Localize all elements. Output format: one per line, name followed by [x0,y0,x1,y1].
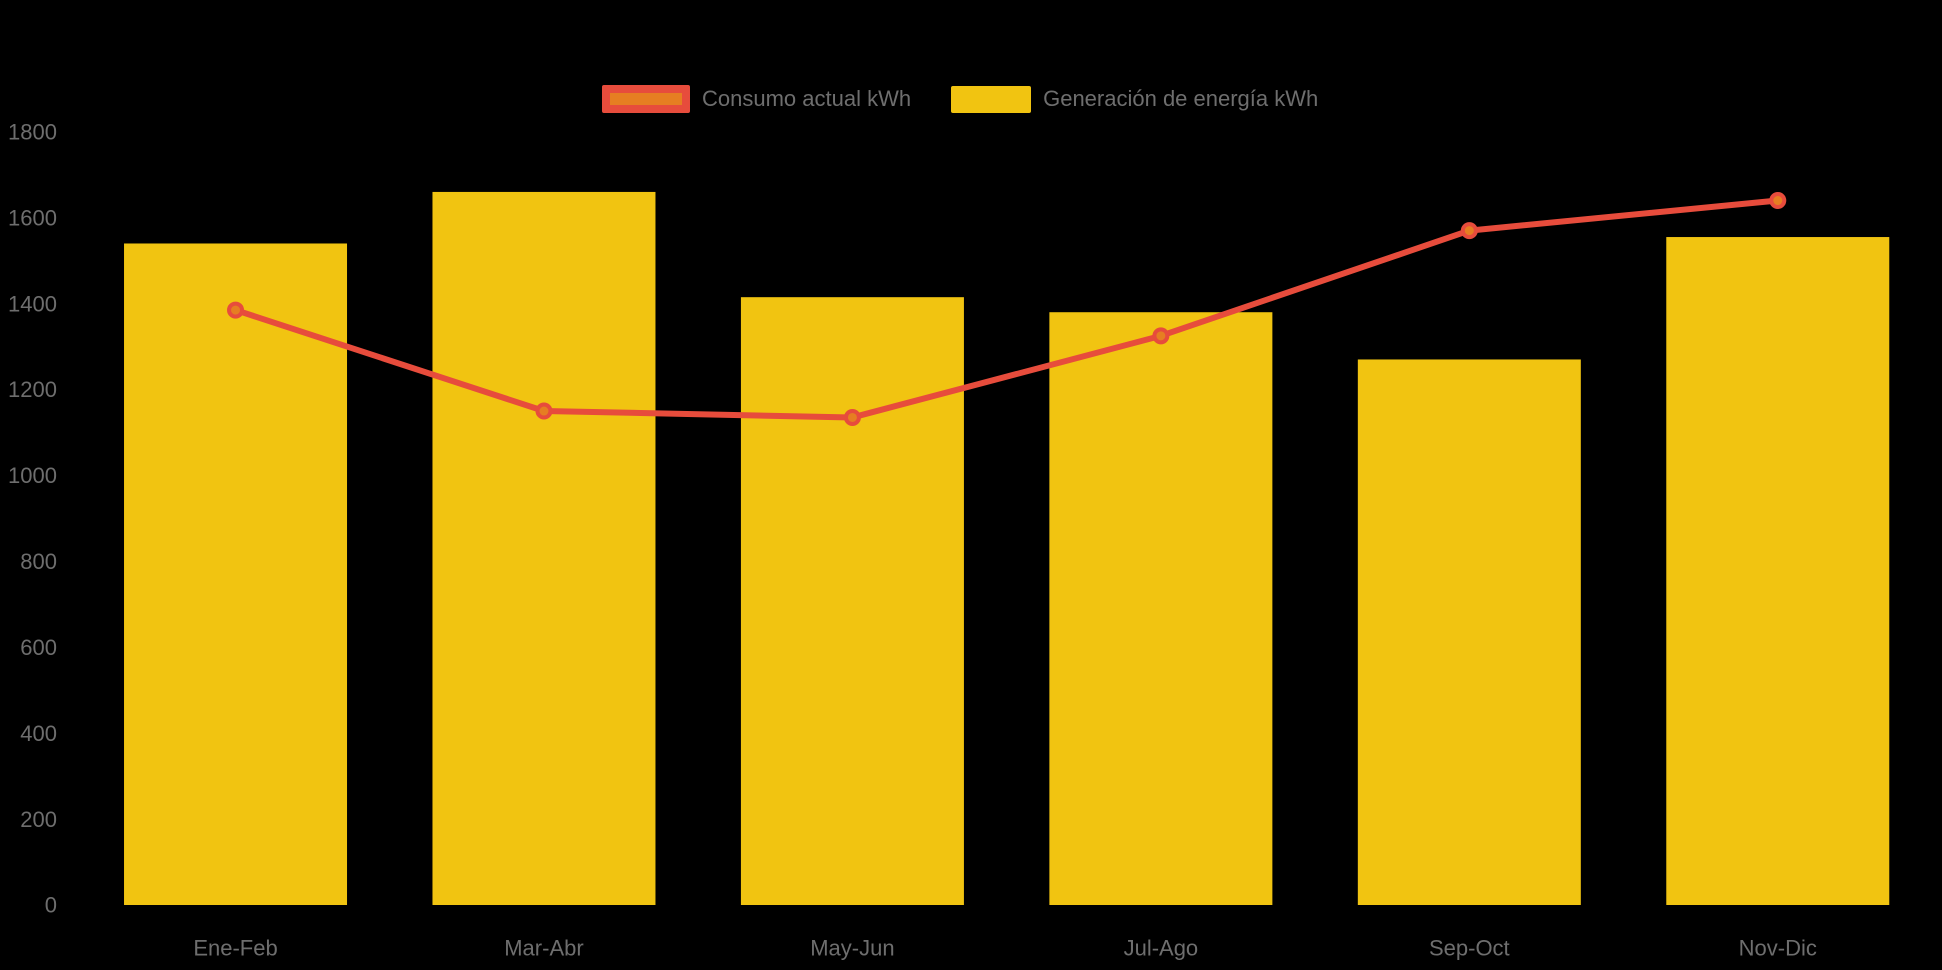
y-axis-tick-label: 1800 [8,120,57,145]
generacion-legend-swatch-icon [951,85,1032,113]
generacion-legend-label: Generación de energía kWh [1043,86,1319,111]
x-axis-label-May-Jun: May-Jun [810,936,894,961]
bar-Nov-Dic[interactable] [1666,237,1890,905]
consumo-legend-label: Consumo actual kWh [702,86,912,111]
consumo-point-Nov-Dic[interactable] [1769,192,1787,210]
y-axis-tick-label: 1200 [8,377,57,402]
y-axis-tick-label: 800 [20,549,57,574]
legend-item-generacion[interactable]: Generación de energía kWh [951,85,1318,113]
x-axis-label-Ene-Feb: Ene-Feb [193,936,277,961]
x-axis-label-Jul-Ago: Jul-Ago [1124,936,1199,961]
consumo-point-Mar-Abr[interactable] [535,402,553,420]
y-axis-tick-label: 400 [20,721,57,746]
y-axis-tick-label: 1600 [8,205,57,230]
y-axis-tick-label: 600 [20,635,57,660]
consumo-line [232,197,1781,421]
x-axis-label-Nov-Dic: Nov-Dic [1739,936,1817,961]
bar-May-Jun[interactable] [740,297,964,905]
bar-Jul-Ago[interactable] [1049,312,1273,905]
bar-Mar-Abr[interactable] [432,191,656,906]
consumo-point-Ene-Feb[interactable] [227,301,245,319]
consumo-legend-swatch-icon [602,85,690,113]
consumo-point-Jul-Ago[interactable] [1152,327,1170,345]
y-axis-tick-label: 1000 [8,463,57,488]
y-axis-tick-label: 1400 [8,291,57,316]
legend: Consumo actual kWh Generación de energía… [602,85,1318,113]
x-axis-label-Mar-Abr: Mar-Abr [504,936,583,961]
bar-Sep-Oct[interactable] [1357,359,1581,905]
consumo-point-May-Jun[interactable] [843,408,861,426]
y-axis-tick-label: 200 [20,807,57,832]
x-axis-label-Sep-Oct: Sep-Oct [1429,936,1510,961]
consumo-point-Sep-Oct[interactable] [1460,222,1478,240]
y-axis-tick-label: 0 [45,893,57,918]
bar-Ene-Feb[interactable] [124,243,348,906]
legend-item-consumo[interactable]: Consumo actual kWh [602,85,911,113]
